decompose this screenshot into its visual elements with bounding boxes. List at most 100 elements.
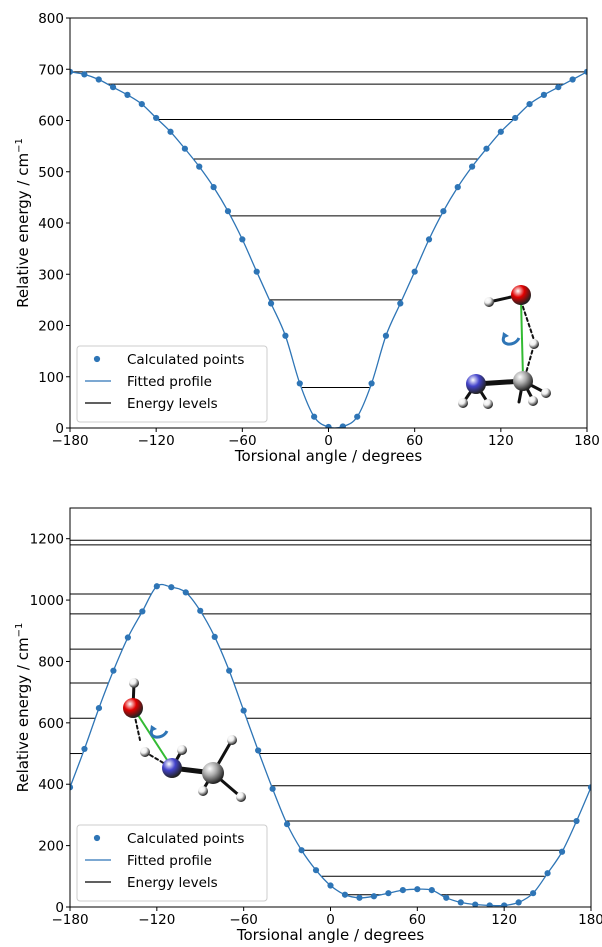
nitrogen-atom: [162, 758, 182, 778]
calculated-point: [240, 707, 247, 714]
calculated-point: [414, 886, 421, 893]
hydrogen-atom: [198, 786, 208, 796]
green-bond: [520, 299, 524, 379]
legend-box: [76, 345, 268, 423]
molecule-illustration-bottom: [123, 678, 246, 802]
calculated-point: [544, 870, 551, 877]
y-tick-label: 400: [38, 216, 64, 232]
legend-label: Calculated points: [127, 831, 244, 847]
calculated-point: [339, 423, 346, 428]
calculated-point: [425, 236, 433, 243]
carbon-atom: [513, 371, 533, 391]
calculated-point: [411, 268, 418, 275]
calculated-point: [368, 380, 375, 387]
hydrogen-atom: [129, 678, 139, 688]
calculated-point: [385, 890, 392, 897]
legend-marker-points: [93, 355, 101, 363]
hbond-dashed: [520, 300, 535, 341]
y-tick-label: 1200: [30, 532, 64, 548]
panel-top: −180 −120 −60 0 60 120 180 0 100 200 300 400 500 600 7…: [14, 11, 600, 465]
hydrogen-atom: [236, 792, 246, 802]
calculated-point: [224, 208, 232, 215]
y-axis-label: Relative energy / cm−1: [14, 138, 32, 308]
calculated-point: [95, 705, 103, 712]
calculated-point: [483, 145, 490, 152]
hydrogen-atom: [458, 398, 468, 408]
hydrogen-atom: [528, 396, 538, 406]
calculated-point: [540, 91, 548, 98]
calculated-point: [501, 902, 508, 907]
y-tick-label: 1000: [30, 593, 64, 609]
calculated-point: [298, 847, 305, 854]
x-tick-label: 0: [324, 433, 333, 449]
calculated-point: [70, 68, 74, 75]
calculated-point: [469, 163, 476, 170]
x-tick-label: 120: [488, 433, 514, 449]
arrowhead-icon: [150, 725, 157, 732]
y-tick-label: 600: [38, 114, 64, 130]
x-tick-label: −120: [138, 433, 175, 449]
calculated-point: [182, 589, 189, 596]
calculated-point: [211, 633, 218, 641]
calculated-point: [296, 380, 303, 387]
calculated-point: [153, 114, 160, 122]
calculated-point: [370, 893, 378, 900]
calculated-point: [210, 184, 217, 191]
calculated-point: [138, 101, 145, 108]
hydrogen-atom: [483, 399, 493, 409]
calculated-point: [587, 784, 591, 791]
calculated-point: [399, 887, 406, 894]
x-tick-label: −180: [51, 433, 88, 449]
carbon-atom: [202, 762, 224, 784]
x-tick-label: −60: [229, 912, 258, 928]
y-axis-label-superscript: −1: [14, 623, 25, 638]
y-tick-label: 0: [55, 900, 64, 916]
nitrogen-atom: [466, 374, 486, 394]
calculated-point: [325, 423, 332, 428]
calculated-point: [168, 584, 175, 591]
calculated-point: [311, 413, 318, 420]
legend-box: [76, 824, 268, 902]
y-tick-label: 200: [38, 319, 64, 335]
hydrogen-atom: [177, 745, 187, 755]
calculated-point: [486, 902, 493, 907]
calculated-point: [440, 208, 447, 215]
y-tick-label: 600: [38, 716, 64, 732]
calculated-point: [428, 887, 435, 894]
legend-label: Calculated points: [127, 352, 244, 368]
calculated-point: [341, 891, 349, 898]
calculated-point: [283, 821, 291, 828]
panel-bottom: −180 −120 −60 0 60 120 180 0 200 400 600 800 1000 120…: [14, 507, 602, 944]
calculated-point: [497, 128, 504, 135]
calculated-point: [327, 882, 334, 889]
calculated-point: [153, 583, 160, 590]
y-tick-label: 0: [55, 421, 64, 437]
molecule-illustration-top: [458, 285, 551, 409]
calculated-point: [197, 607, 204, 614]
x-tick-label: 180: [574, 433, 600, 449]
calculated-point: [569, 76, 576, 83]
y-tick-label: 200: [38, 839, 64, 855]
calculated-point: [454, 184, 461, 191]
calculated-point: [526, 101, 533, 108]
x-tick-label: 60: [406, 433, 423, 449]
hydrogen-atom: [140, 747, 150, 757]
x-tick-label: −60: [228, 433, 257, 449]
calculated-point: [512, 114, 519, 122]
hydrogen-atom: [227, 735, 237, 745]
y-tick-label: 700: [38, 62, 64, 78]
calculated-point: [267, 300, 275, 307]
plot-area: [70, 539, 591, 907]
y-tick-label: 400: [38, 777, 64, 793]
calculated-point: [555, 84, 562, 91]
y-tick-label: 100: [38, 370, 64, 386]
x-axis-label: Torsional angle / degrees: [236, 926, 425, 944]
calculated-point: [239, 236, 246, 243]
calculated-point: [226, 667, 233, 674]
y-axis-label-superscript: −1: [14, 138, 25, 153]
y-axis-label-text: Relative energy / cm: [14, 153, 32, 308]
calculated-point: [95, 76, 102, 83]
hydrogen-atom: [484, 297, 494, 307]
x-tick-label: −180: [51, 912, 88, 928]
